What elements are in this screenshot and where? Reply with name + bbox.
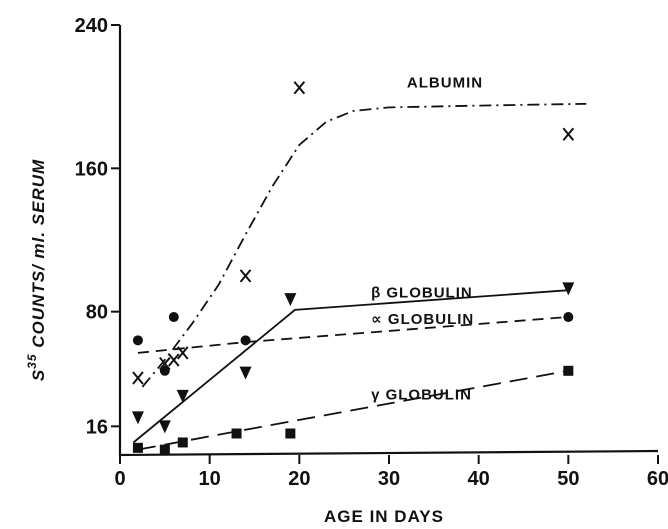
y-axis-title-main: S xyxy=(29,369,48,381)
x-tick-label: 0 xyxy=(114,468,125,490)
data-point-globulin xyxy=(159,444,170,455)
data-point-albumin xyxy=(132,371,144,385)
data-point-globulin xyxy=(132,442,143,453)
x-axis-line xyxy=(119,449,659,457)
y-axis-title: S35 COUNTS/ ml. SERUM xyxy=(25,159,48,381)
data-point-globulin xyxy=(240,335,251,346)
fit-line-globulin xyxy=(132,289,569,444)
data-point-globulin xyxy=(176,389,189,403)
data-point-globulin xyxy=(131,411,144,425)
data-point-globulin xyxy=(563,312,574,323)
data-point-globulin xyxy=(158,420,171,434)
x-tick-label: 50 xyxy=(557,468,579,490)
data-point-albumin xyxy=(293,81,306,95)
axes: 0 10 20 30 40 50 60 16 80 160 240 xyxy=(75,15,668,490)
data-point-albumin xyxy=(562,127,575,141)
data-point-albumin xyxy=(168,353,180,367)
x-tick-label: 30 xyxy=(378,468,400,490)
x-tick-label: 10 xyxy=(199,468,221,490)
x-axis-title: AGE IN DAYS xyxy=(324,507,444,526)
data-point-globulin xyxy=(285,428,296,439)
y-tick-label: 16 xyxy=(86,416,108,438)
data-point-albumin xyxy=(239,269,252,283)
data-point-globulin xyxy=(177,437,188,448)
x-tick-label: 40 xyxy=(468,468,490,490)
y-tick-label: 160 xyxy=(75,158,108,180)
fit-lines xyxy=(132,102,587,451)
data-point-globulin xyxy=(284,293,297,307)
series-label-albumin: ALBUMIN xyxy=(407,75,483,92)
fit-line-globulin xyxy=(137,369,569,451)
data-point-globulin xyxy=(239,366,252,380)
data-point-globulin xyxy=(159,365,170,376)
series-labels: ALBUMIN β GLOBULIN ∝ GLOBULIN γ GLOBULIN xyxy=(371,75,483,404)
series-label-globulin: ∝ GLOBULIN xyxy=(371,311,474,328)
series-label-globulin: β GLOBULIN xyxy=(371,284,473,301)
data-point-globulin xyxy=(231,428,242,439)
y-axis-title-superscript: 35 xyxy=(25,353,39,368)
y-axis-title-rest: COUNTS/ ml. SERUM xyxy=(29,159,48,354)
series-label-globulin: γ GLOBULIN xyxy=(371,386,472,403)
x-tick-label: 20 xyxy=(288,468,310,490)
y-tick-label: 80 xyxy=(86,302,108,324)
data-point-globulin xyxy=(563,365,574,376)
data-point-globulin xyxy=(562,282,575,296)
fit-line-albumin xyxy=(141,102,587,388)
data-point-albumin xyxy=(176,346,189,360)
fit-line-globulin xyxy=(137,316,569,354)
data-point-globulin xyxy=(168,312,179,323)
data-markers xyxy=(131,81,575,455)
data-point-globulin xyxy=(132,335,143,346)
x-tick-label: 60 xyxy=(647,468,668,490)
y-tick-label: 240 xyxy=(75,15,108,37)
